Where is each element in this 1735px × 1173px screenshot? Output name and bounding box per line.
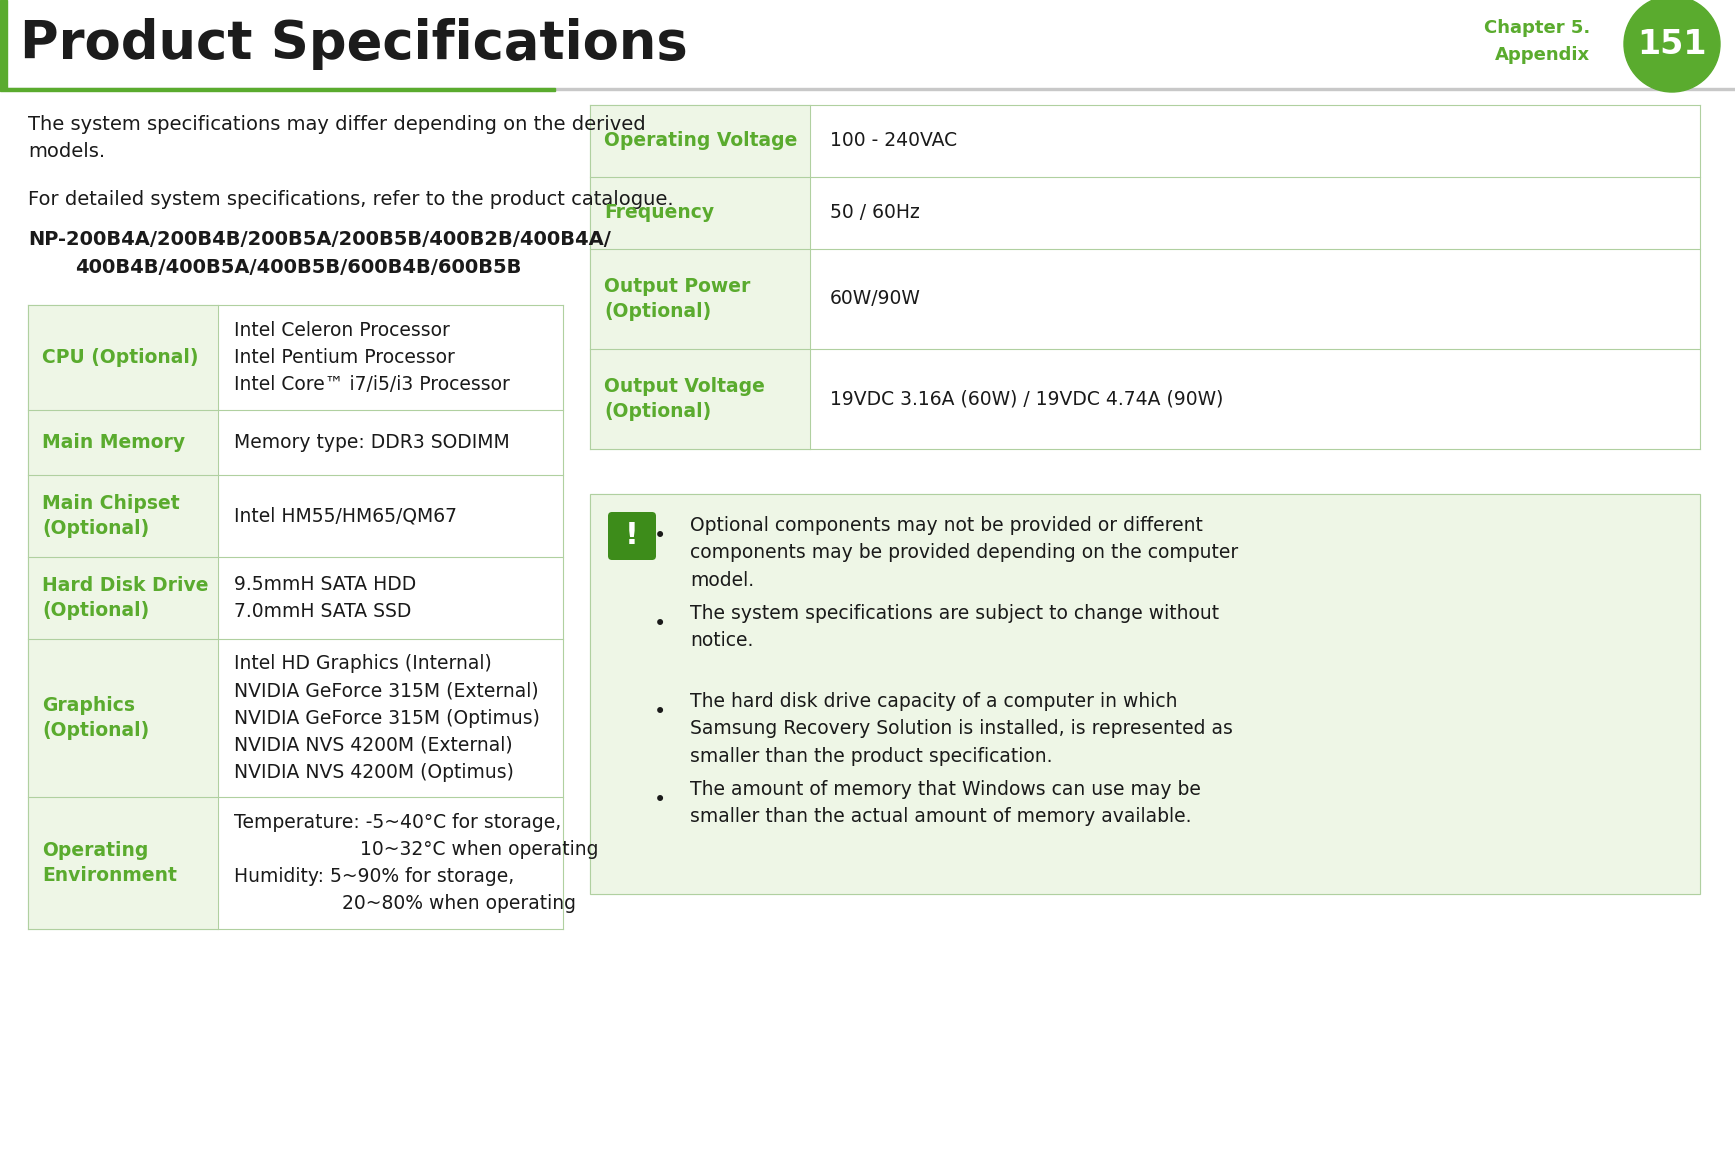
Text: Intel Celeron Processor
Intel Pentium Processor
Intel Core™ i7/i5/i3 Processor: Intel Celeron Processor Intel Pentium Pr… bbox=[234, 320, 510, 394]
Text: 400B4B/400B5A/400B5B/600B4B/600B5B: 400B4B/400B5A/400B5B/600B4B/600B5B bbox=[75, 258, 522, 277]
Bar bbox=[219, 639, 562, 796]
Text: Appendix: Appendix bbox=[1496, 46, 1589, 65]
FancyBboxPatch shape bbox=[607, 511, 656, 560]
Text: 60W/90W: 60W/90W bbox=[829, 290, 921, 308]
Text: Graphics
(Optional): Graphics (Optional) bbox=[42, 696, 149, 740]
Text: 50 / 60Hz: 50 / 60Hz bbox=[829, 203, 920, 223]
Text: •: • bbox=[654, 613, 666, 633]
Text: Output Power
(Optional): Output Power (Optional) bbox=[604, 277, 750, 321]
Bar bbox=[590, 494, 1700, 894]
Text: Frequency: Frequency bbox=[604, 203, 715, 223]
Bar bbox=[590, 494, 1700, 894]
Bar bbox=[28, 475, 219, 557]
Text: For detailed system specifications, refer to the product catalogue.: For detailed system specifications, refe… bbox=[28, 190, 673, 209]
Text: 151: 151 bbox=[1638, 27, 1707, 61]
Text: Output Voltage
(Optional): Output Voltage (Optional) bbox=[604, 377, 765, 421]
Text: Intel HM55/HM65/QM67: Intel HM55/HM65/QM67 bbox=[234, 507, 456, 526]
Bar bbox=[0, 88, 1735, 90]
Bar bbox=[219, 796, 562, 929]
Bar bbox=[219, 305, 562, 411]
Bar bbox=[28, 557, 219, 639]
Text: 19VDC 3.16A (60W) / 19VDC 4.74A (90W): 19VDC 3.16A (60W) / 19VDC 4.74A (90W) bbox=[829, 389, 1223, 408]
Bar bbox=[810, 350, 1700, 449]
Text: Product Specifications: Product Specifications bbox=[21, 18, 687, 70]
Text: Memory type: DDR3 SODIMM: Memory type: DDR3 SODIMM bbox=[234, 433, 510, 452]
Text: 9.5mmH SATA HDD
7.0mmH SATA SSD: 9.5mmH SATA HDD 7.0mmH SATA SSD bbox=[234, 575, 416, 622]
Text: The hard disk drive capacity of a computer in which
Samsung Recovery Solution is: The hard disk drive capacity of a comput… bbox=[691, 692, 1234, 766]
Text: Hard Disk Drive
(Optional): Hard Disk Drive (Optional) bbox=[42, 576, 208, 621]
Bar bbox=[0, 0, 7, 88]
Bar bbox=[219, 411, 562, 475]
Text: Main Memory: Main Memory bbox=[42, 433, 186, 452]
Bar bbox=[590, 249, 810, 350]
Bar bbox=[810, 249, 1700, 350]
Bar bbox=[219, 475, 562, 557]
Bar bbox=[810, 177, 1700, 249]
Bar bbox=[28, 639, 219, 796]
Bar bbox=[590, 350, 810, 449]
Text: The system specifications may differ depending on the derived
models.: The system specifications may differ dep… bbox=[28, 115, 645, 161]
Text: Operating Voltage: Operating Voltage bbox=[604, 131, 798, 150]
Text: Operating
Environment: Operating Environment bbox=[42, 841, 177, 884]
Bar bbox=[0, 88, 555, 91]
Text: •: • bbox=[654, 701, 666, 723]
Text: Intel HD Graphics (Internal)
NVIDIA GeForce 315M (External)
NVIDIA GeForce 315M : Intel HD Graphics (Internal) NVIDIA GeFo… bbox=[234, 655, 540, 782]
Bar bbox=[28, 796, 219, 929]
Text: 100 - 240VAC: 100 - 240VAC bbox=[829, 131, 958, 150]
Text: Main Chipset
(Optional): Main Chipset (Optional) bbox=[42, 494, 180, 538]
Bar bbox=[28, 305, 219, 411]
Text: Optional components may not be provided or different
components may be provided : Optional components may not be provided … bbox=[691, 516, 1239, 590]
Text: The amount of memory that Windows can use may be
smaller than the actual amount : The amount of memory that Windows can us… bbox=[691, 780, 1201, 826]
Bar bbox=[810, 106, 1700, 177]
Bar bbox=[28, 411, 219, 475]
Text: CPU (Optional): CPU (Optional) bbox=[42, 348, 198, 367]
Bar bbox=[590, 177, 810, 249]
Text: •: • bbox=[654, 789, 666, 811]
Bar bbox=[590, 106, 810, 177]
Bar bbox=[219, 557, 562, 639]
Text: The system specifications are subject to change without
notice.: The system specifications are subject to… bbox=[691, 604, 1220, 650]
Text: •: • bbox=[654, 526, 666, 545]
Circle shape bbox=[1624, 0, 1719, 91]
Text: Chapter 5.: Chapter 5. bbox=[1483, 19, 1589, 38]
Text: Temperature: -5~40°C for storage,
                     10~32°C when operating
Hu: Temperature: -5~40°C for storage, 10~32°… bbox=[234, 813, 599, 914]
Text: !: ! bbox=[625, 522, 638, 550]
Text: NP-200B4A/200B4B/200B5A/200B5B/400B2B/400B4A/: NP-200B4A/200B4B/200B5A/200B5B/400B2B/40… bbox=[28, 230, 611, 249]
